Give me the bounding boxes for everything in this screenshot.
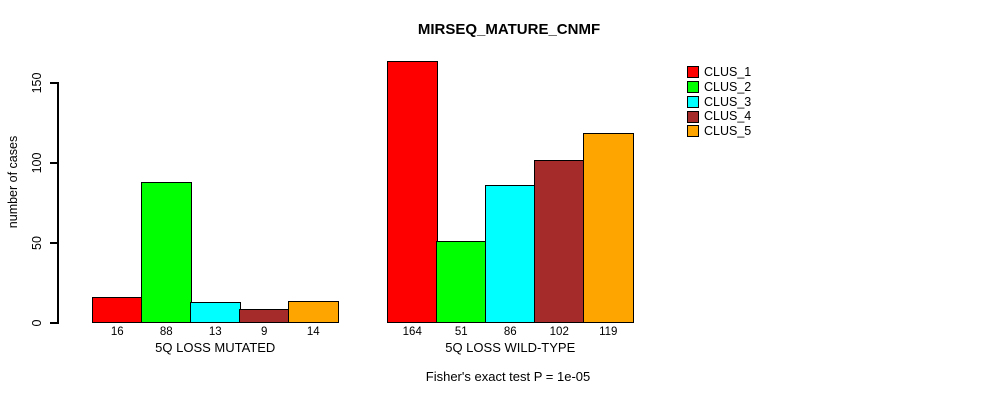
chart-title: MIRSEQ_MATURE_CNMF bbox=[417, 21, 601, 38]
bar-clus_4 bbox=[534, 159, 585, 323]
bar-clus_3 bbox=[485, 185, 536, 323]
bar-value-label: 88 bbox=[159, 325, 173, 338]
bar-value-label: 14 bbox=[306, 325, 320, 338]
legend-label: CLUS_2 bbox=[704, 79, 752, 94]
bar-value-label: 9 bbox=[261, 325, 268, 338]
bar-value-label: 102 bbox=[549, 325, 569, 338]
y-tick-mark bbox=[50, 82, 57, 84]
legend-item: CLUS_1 bbox=[687, 65, 751, 80]
legend-swatch bbox=[687, 125, 699, 138]
bar-clus_1 bbox=[92, 297, 143, 323]
bar-clus_2 bbox=[436, 241, 487, 323]
bar-clus_3 bbox=[190, 302, 241, 323]
bar-clus_5 bbox=[288, 300, 339, 323]
legend-item: CLUS_5 bbox=[687, 124, 751, 139]
bar-value-label: 13 bbox=[208, 325, 222, 338]
y-tick-label: 150 bbox=[29, 72, 44, 94]
legend-item: CLUS_2 bbox=[687, 80, 751, 95]
bar-clus_4 bbox=[239, 308, 290, 323]
legend-swatch bbox=[687, 95, 699, 108]
y-tick-label: 50 bbox=[29, 236, 44, 250]
legend-swatch bbox=[687, 81, 699, 94]
bar-value-label: 51 bbox=[454, 325, 468, 338]
bar-value-label: 119 bbox=[599, 325, 618, 338]
bar-value-label: 16 bbox=[110, 325, 124, 338]
y-tick-mark bbox=[50, 242, 57, 244]
legend-item: CLUS_3 bbox=[687, 95, 751, 110]
legend-label: CLUS_5 bbox=[704, 124, 752, 139]
legend-swatch bbox=[687, 66, 699, 79]
y-axis-line bbox=[57, 82, 59, 324]
legend-label: CLUS_4 bbox=[704, 109, 752, 124]
group-label: 5Q LOSS MUTATED bbox=[155, 340, 276, 355]
legend-item: CLUS_4 bbox=[687, 109, 751, 124]
bar-clus_5 bbox=[583, 132, 634, 323]
bar-clus_2 bbox=[141, 182, 192, 323]
y-tick-mark bbox=[50, 162, 57, 164]
y-axis-title: number of cases bbox=[5, 135, 20, 229]
legend-label: CLUS_1 bbox=[704, 65, 752, 80]
y-tick-label: 100 bbox=[29, 152, 44, 174]
bar-value-label: 86 bbox=[503, 325, 517, 338]
group-label: 5Q LOSS WILD-TYPE bbox=[445, 340, 576, 355]
y-tick-label: 0 bbox=[29, 319, 44, 327]
legend-label: CLUS_3 bbox=[704, 94, 752, 109]
y-tick-mark bbox=[50, 322, 57, 324]
legend-swatch bbox=[687, 110, 699, 123]
legend: CLUS_1 CLUS_2 CLUS_3 CLUS_4 CLUS_5 bbox=[687, 65, 751, 139]
chart-footnote: Fisher's exact test P = 1e-05 bbox=[425, 369, 591, 384]
bar-clus_1 bbox=[387, 60, 438, 323]
bar-value-label: 164 bbox=[402, 325, 422, 338]
